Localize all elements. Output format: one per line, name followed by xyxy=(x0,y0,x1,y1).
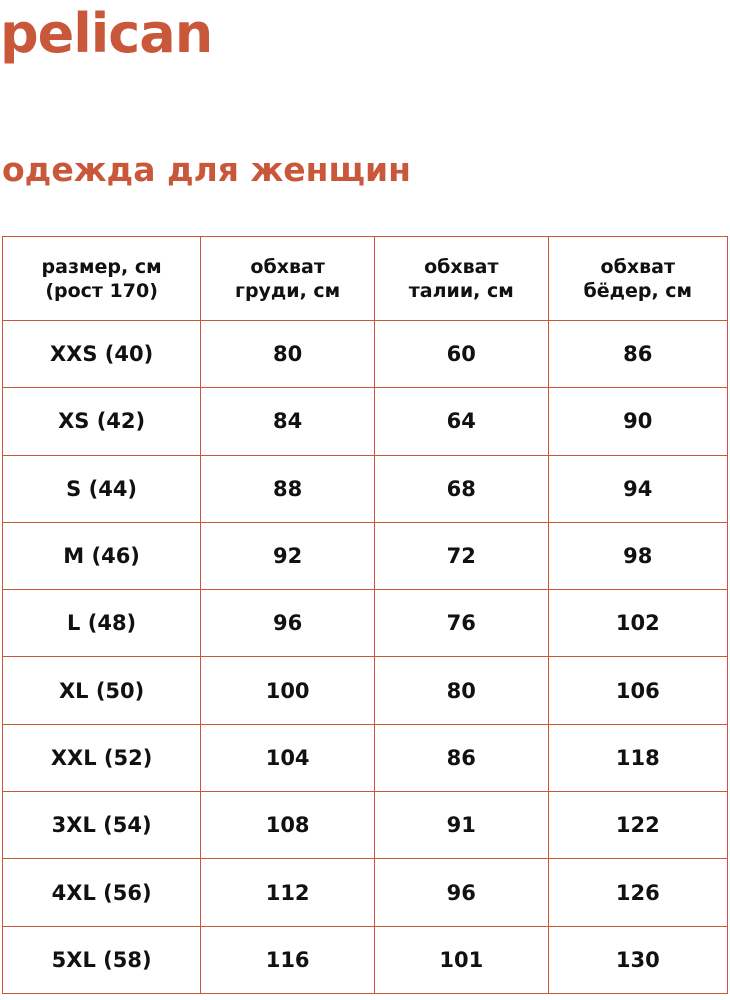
header-line: груди, см xyxy=(235,279,341,302)
table-cell: 80 xyxy=(200,319,376,389)
table-cell: XXL (52) xyxy=(1,723,202,793)
table-cell: 80 xyxy=(374,656,549,725)
table-cell: 76 xyxy=(374,589,549,658)
table-cell: M (46) xyxy=(1,521,202,591)
table-cell: 90 xyxy=(547,387,729,456)
table-cell: 104 xyxy=(200,723,376,793)
column-header: обхват бёдер, см xyxy=(547,236,729,321)
header-line: обхват xyxy=(600,255,675,278)
table-cell: 4XL (56) xyxy=(1,858,202,927)
column-header: обхват груди, см xyxy=(200,236,376,321)
table-cell: 5XL (58) xyxy=(1,925,202,994)
page-title: одежда для женщин xyxy=(2,150,411,189)
table-row: XXL (52) 104 86 118 xyxy=(1,723,729,793)
table-cell: 84 xyxy=(200,387,376,456)
logo: pelican xyxy=(0,2,213,65)
table-cell: 91 xyxy=(374,791,549,860)
table-cell: 122 xyxy=(547,791,729,860)
table-row: S (44) 88 68 94 xyxy=(1,454,729,523)
table-row: 3XL (54) 108 91 122 xyxy=(1,791,729,860)
table-row: M (46) 92 72 98 xyxy=(1,521,729,591)
header-line: бёдер, см xyxy=(583,279,693,302)
table-cell: 68 xyxy=(374,454,549,523)
table-cell: 72 xyxy=(374,521,549,591)
table-cell: XL (50) xyxy=(1,656,202,725)
table-cell: 92 xyxy=(200,521,376,591)
table-cell: L (48) xyxy=(1,589,202,658)
table-cell: 102 xyxy=(547,589,729,658)
table-cell: 98 xyxy=(547,521,729,591)
table-cell: 108 xyxy=(200,791,376,860)
table-cell: 86 xyxy=(374,723,549,793)
table-cell: 100 xyxy=(200,656,376,725)
table-cell: 130 xyxy=(547,925,729,994)
table-row: 4XL (56) 112 96 126 xyxy=(1,858,729,927)
table-row: XL (50) 100 80 106 xyxy=(1,656,729,725)
table-row: XXS (40) 80 60 86 xyxy=(1,319,729,389)
header-line: обхват xyxy=(424,255,499,278)
table-cell: XXS (40) xyxy=(1,319,202,389)
table-cell: XS (42) xyxy=(1,387,202,456)
table-cell: 64 xyxy=(374,387,549,456)
table-cell: 106 xyxy=(547,656,729,725)
table-row: 5XL (58) 116 101 130 xyxy=(1,925,729,994)
table-cell: 3XL (54) xyxy=(1,791,202,860)
table-cell: 86 xyxy=(547,319,729,389)
table-cell: 118 xyxy=(547,723,729,793)
header-line: (рост 170) xyxy=(45,279,158,302)
table-cell: S (44) xyxy=(1,454,202,523)
table-cell: 96 xyxy=(374,858,549,927)
size-table: размер, см (рост 170) обхват груди, см обхва… xyxy=(1,236,729,994)
table-cell: 88 xyxy=(200,454,376,523)
table-row: XS (42) 84 64 90 xyxy=(1,387,729,456)
table-cell: 116 xyxy=(200,925,376,994)
table-cell: 96 xyxy=(200,589,376,658)
table-cell: 112 xyxy=(200,858,376,927)
header-line: размер, см xyxy=(41,255,162,278)
table-header-row: размер, см (рост 170) обхват груди, см обхва… xyxy=(1,236,729,321)
column-header: обхват талии, см xyxy=(374,236,549,321)
table-cell: 94 xyxy=(547,454,729,523)
table-cell: 126 xyxy=(547,858,729,927)
table-cell: 101 xyxy=(374,925,549,994)
table-cell: 60 xyxy=(374,319,549,389)
column-header: размер, см (рост 170) xyxy=(1,236,202,321)
header-line: обхват xyxy=(250,255,325,278)
table-row: L (48) 96 76 102 xyxy=(1,589,729,658)
header-line: талии, см xyxy=(408,279,514,302)
